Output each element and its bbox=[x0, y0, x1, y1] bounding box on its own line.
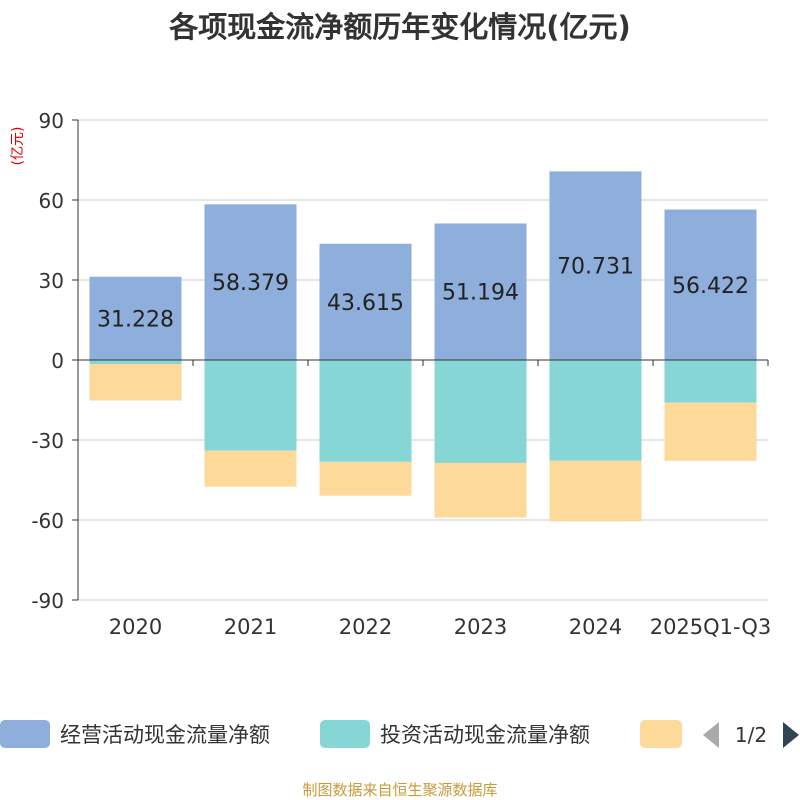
bar-series2-2021[interactable] bbox=[204, 450, 297, 487]
y-tick-label: -30 bbox=[31, 429, 64, 453]
bars bbox=[89, 171, 757, 522]
legend-prev-arrow-icon[interactable] bbox=[703, 722, 719, 748]
bar-series0-2022[interactable] bbox=[319, 243, 412, 360]
legend-swatch-investing[interactable] bbox=[320, 720, 370, 748]
legend-swatch-financing[interactable] bbox=[640, 720, 682, 748]
bar-series1-2025Q1-Q3[interactable] bbox=[664, 360, 757, 403]
y-tick-label: 0 bbox=[51, 349, 64, 373]
data-label-2021: 58.379 bbox=[212, 271, 289, 296]
bar-series2-2020[interactable] bbox=[89, 364, 182, 401]
x-tick-label: 2024 bbox=[569, 615, 622, 639]
y-tick-label: -60 bbox=[31, 509, 64, 533]
x-tick-label: 2022 bbox=[339, 615, 392, 639]
bar-series2-2025Q1-Q3[interactable] bbox=[664, 402, 757, 461]
data-label-2025Q1-Q3: 56.422 bbox=[672, 274, 749, 299]
source-note: 制图数据来自恒生聚源数据库 bbox=[302, 781, 497, 799]
bar-series1-2023[interactable] bbox=[434, 360, 527, 463]
bar-series0-2024[interactable] bbox=[549, 171, 642, 360]
data-label-2022: 43.615 bbox=[327, 291, 404, 316]
grid bbox=[78, 119, 768, 601]
y-tick-label: 90 bbox=[39, 109, 64, 133]
y-tick-label: -90 bbox=[31, 589, 64, 613]
bar-series0-2023[interactable] bbox=[434, 223, 527, 360]
y-tick-label: 30 bbox=[39, 269, 64, 293]
bar-series0-2025Q1-Q3[interactable] bbox=[664, 209, 757, 360]
data-labels: 31.228 58.379 43.615 51.194 70.731 56.422 bbox=[97, 255, 749, 333]
y-tick-label: 60 bbox=[39, 189, 64, 213]
data-label-2020: 31.228 bbox=[97, 307, 174, 332]
legend-swatch-operating[interactable] bbox=[0, 720, 50, 748]
bar-series1-2021[interactable] bbox=[204, 360, 297, 451]
legend-label-operating[interactable]: 经营活动现金流量净额 bbox=[60, 723, 270, 747]
bar-series0-2020[interactable] bbox=[89, 276, 182, 360]
data-label-2024: 70.731 bbox=[557, 255, 634, 280]
bar-series2-2023[interactable] bbox=[434, 462, 527, 518]
data-label-2023: 51.194 bbox=[442, 281, 519, 306]
legend-label-investing[interactable]: 投资活动现金流量净额 bbox=[380, 723, 590, 747]
legend-next-arrow-icon[interactable] bbox=[783, 722, 799, 748]
axes: 90 60 30 0 -30 -60 -90 2020 2021 2022 2023 2024 2025… bbox=[31, 109, 771, 639]
x-tick-label: 2025Q1-Q3 bbox=[650, 615, 772, 639]
x-tick-label: 2021 bbox=[224, 615, 277, 639]
legend-page-indicator: 1/2 bbox=[735, 723, 767, 747]
y-axis-label: (亿元) bbox=[10, 127, 26, 166]
bar-series1-2022[interactable] bbox=[319, 360, 412, 462]
legend[interactable]: 经营活动现金流量净额 投资活动现金流量净额 1/2 bbox=[0, 720, 799, 748]
bar-series2-2024[interactable] bbox=[549, 460, 642, 522]
chart-title: 各项现金流净额历年变化情况(亿元) bbox=[168, 10, 631, 44]
bar-series1-2020[interactable] bbox=[89, 360, 182, 364]
bar-series0-2021[interactable] bbox=[204, 204, 297, 360]
bar-series1-2024[interactable] bbox=[549, 360, 642, 461]
bar-series2-2022[interactable] bbox=[319, 461, 412, 496]
x-tick-label: 2020 bbox=[109, 615, 162, 639]
x-tick-label: 2023 bbox=[454, 615, 507, 639]
